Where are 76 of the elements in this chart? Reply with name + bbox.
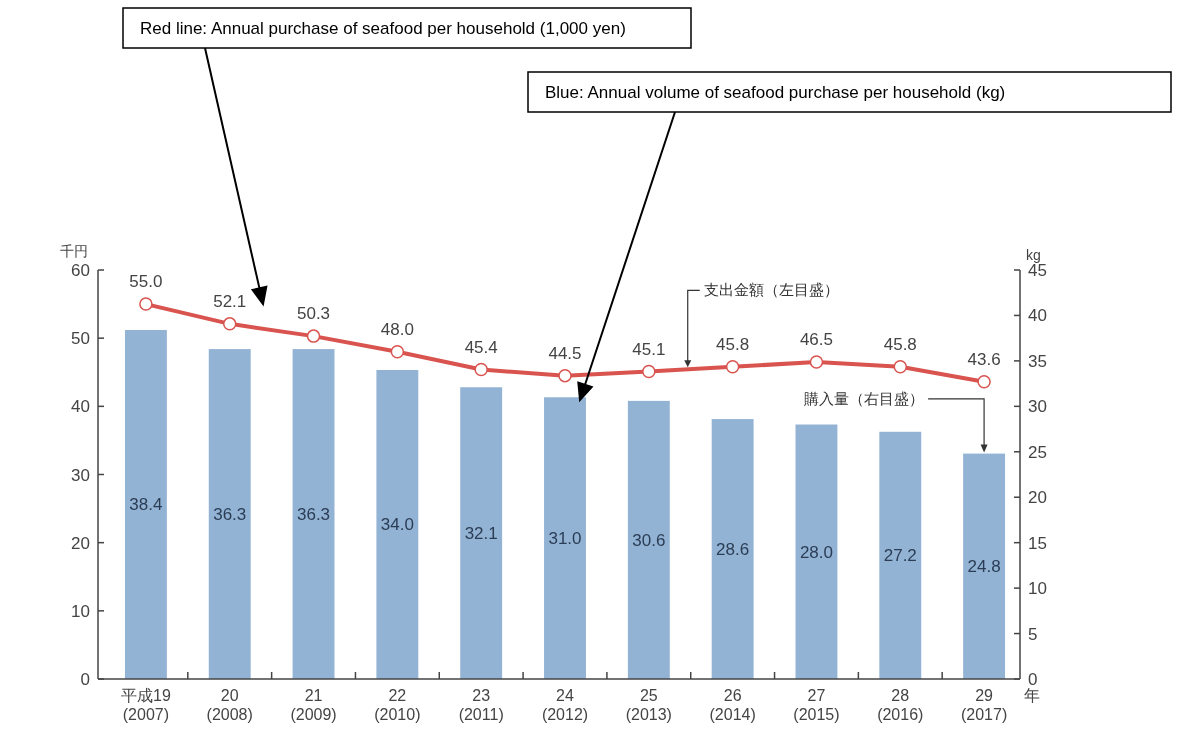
y2-tick-label: 0 <box>1028 670 1038 689</box>
point <box>809 355 824 369</box>
y2-tick-label: 30 <box>1028 397 1047 417</box>
data-label: 45.8 <box>883 334 917 354</box>
point <box>893 360 908 374</box>
point <box>558 368 572 383</box>
data-label: 24.8 <box>967 557 1001 577</box>
y-tick-label: 60 <box>71 261 90 280</box>
x-tick-label: 平成19 (2007) <box>121 687 171 723</box>
point <box>390 345 405 359</box>
x-tick-label: 20 (2008) <box>206 687 253 723</box>
y2-tick-label: 5 <box>1028 624 1038 644</box>
y-tick-label: 50 <box>71 329 90 349</box>
bar <box>376 369 419 679</box>
y-axis-title: 千円 <box>60 243 88 259</box>
data-label: 55.0 <box>129 272 163 292</box>
x-tick-label: 26 (2014) <box>709 687 756 723</box>
data-label: 34.0 <box>380 515 414 535</box>
bar <box>544 397 586 679</box>
point <box>222 317 237 331</box>
x-tick-label: 24 (2012) <box>541 687 589 723</box>
data-label: 45.1 <box>632 339 666 359</box>
data-label: 30.6 <box>632 530 666 550</box>
data-label: 45.4 <box>464 337 498 357</box>
point <box>977 375 991 389</box>
data-label: 52.1 <box>213 291 247 311</box>
data-label: 36.3 <box>213 505 247 525</box>
point <box>306 329 321 343</box>
y2-tick-label: 25 <box>1028 442 1047 462</box>
bar <box>879 431 922 679</box>
data-label: 28.0 <box>799 542 833 562</box>
text: Red line: Annual purchase of seafood per household (1,000 yen) <box>140 19 626 38</box>
text: 支出金額（左目盛） <box>703 281 839 299</box>
y-tick-label: 10 <box>71 601 90 621</box>
data-label: 44.5 <box>548 343 582 363</box>
y2-tick-label: 40 <box>1028 306 1047 326</box>
data-label: 48.0 <box>380 319 414 339</box>
x-tick-label: 28 (2016) <box>877 687 924 723</box>
bar <box>124 329 167 679</box>
data-label: 31.0 <box>548 529 582 549</box>
bar <box>963 453 1006 679</box>
point <box>474 362 488 377</box>
data-label: 46.5 <box>799 330 833 350</box>
bar <box>795 424 838 679</box>
bar <box>711 419 754 679</box>
x-tick-label: 21 (2009) <box>290 687 337 723</box>
y2-tick-label: 15 <box>1028 533 1047 553</box>
point <box>139 297 153 311</box>
y-tick-label: 30 <box>71 465 90 485</box>
y-tick-label: 40 <box>71 397 90 417</box>
y-tick-label: 0 <box>80 670 90 689</box>
point <box>725 360 740 374</box>
data-label: 36.3 <box>297 505 331 525</box>
y2-tick-label: 20 <box>1028 488 1047 508</box>
data-label: 43.6 <box>967 349 1001 369</box>
bar <box>208 349 251 679</box>
data-label: 38.4 <box>129 495 163 515</box>
x-axis-title: 年 <box>1024 687 1040 704</box>
series-label: 購入量（右目盛） <box>804 389 925 407</box>
x-tick-label: 22 (2010) <box>374 687 421 723</box>
y2-tick-label: 35 <box>1028 351 1047 371</box>
data-label: 32.1 <box>464 524 498 544</box>
data-label: 50.3 <box>297 304 331 324</box>
x-tick-label: 23 (2011) <box>458 687 504 723</box>
data-label: 27.2 <box>883 546 917 566</box>
bar <box>292 349 335 679</box>
x-tick-label: 29 (2017) <box>960 687 1008 723</box>
x-tick-label: 25 (2013) <box>625 687 672 723</box>
y2-tick-label: 10 <box>1028 579 1047 599</box>
point <box>642 364 656 379</box>
bar <box>460 387 503 679</box>
x-tick-label: 27 (2015) <box>793 687 840 723</box>
y2-axis-title: kg <box>1026 247 1041 263</box>
data-label: 45.8 <box>716 334 750 354</box>
y-tick-label: 20 <box>71 533 90 553</box>
data-label: 28.6 <box>716 540 750 560</box>
